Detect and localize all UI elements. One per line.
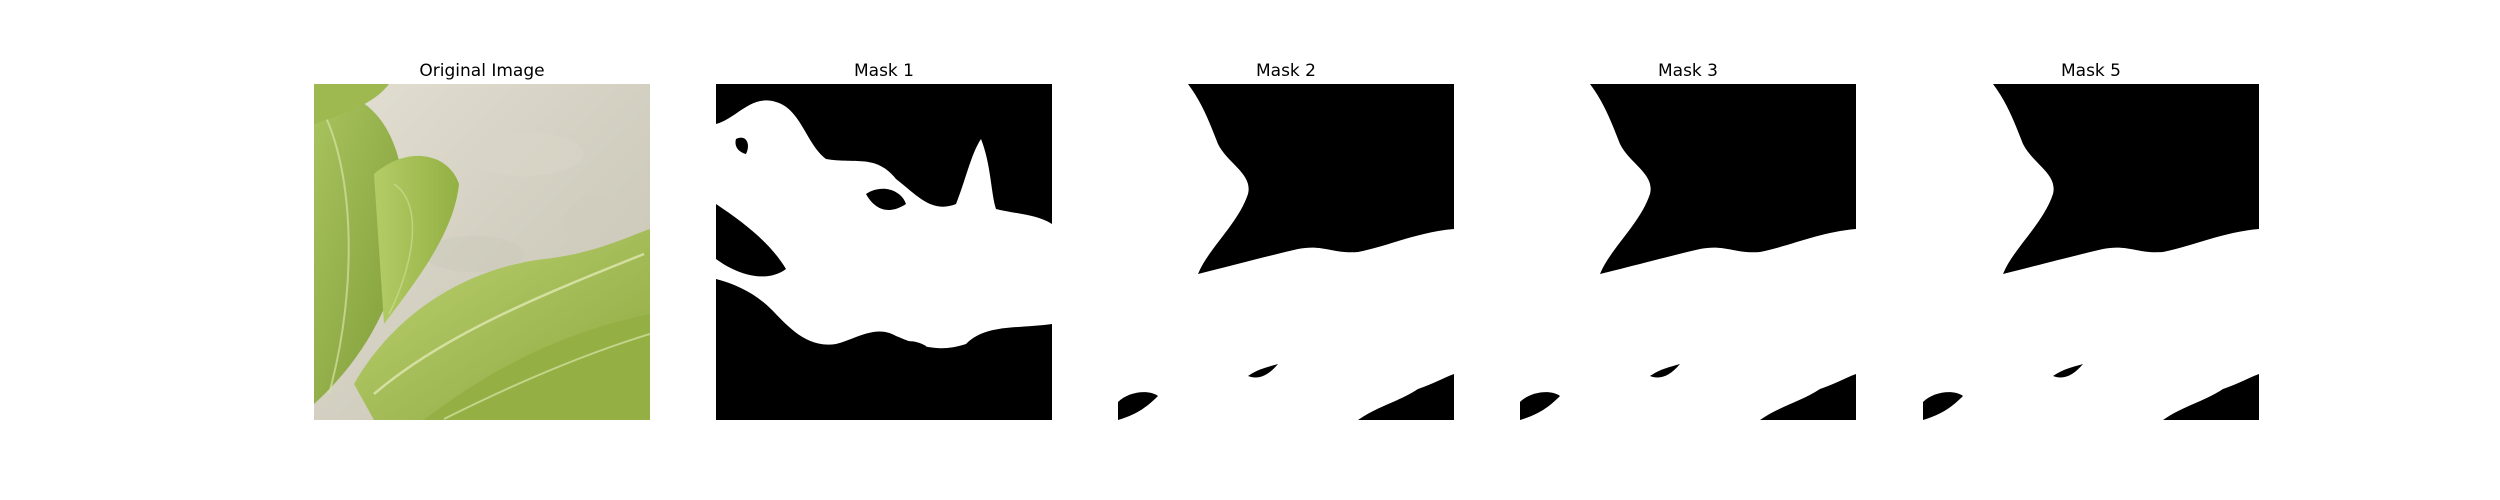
mask-1-image: [716, 84, 1052, 420]
mask-3-image: [1520, 84, 1856, 420]
mask-5-image: [1923, 84, 2259, 420]
panel-title: Mask 5: [2060, 61, 2121, 81]
mask-2-image: [1118, 84, 1454, 420]
original-image: [314, 84, 650, 420]
mask-2-panel: Mask 2: [1118, 60, 1454, 420]
panel-title: Mask 2: [1255, 61, 1316, 81]
mask-1-panel: Mask 1: [716, 60, 1052, 420]
original-image-panel: Original Image: [314, 60, 650, 420]
mask-5-panel: Mask 5: [1923, 60, 2259, 420]
mask-3-panel: Mask 3: [1520, 60, 1856, 420]
panel-title: Mask 3: [1657, 61, 1718, 81]
panel-title: Mask 1: [853, 61, 914, 81]
panel-title: Original Image: [419, 61, 545, 81]
